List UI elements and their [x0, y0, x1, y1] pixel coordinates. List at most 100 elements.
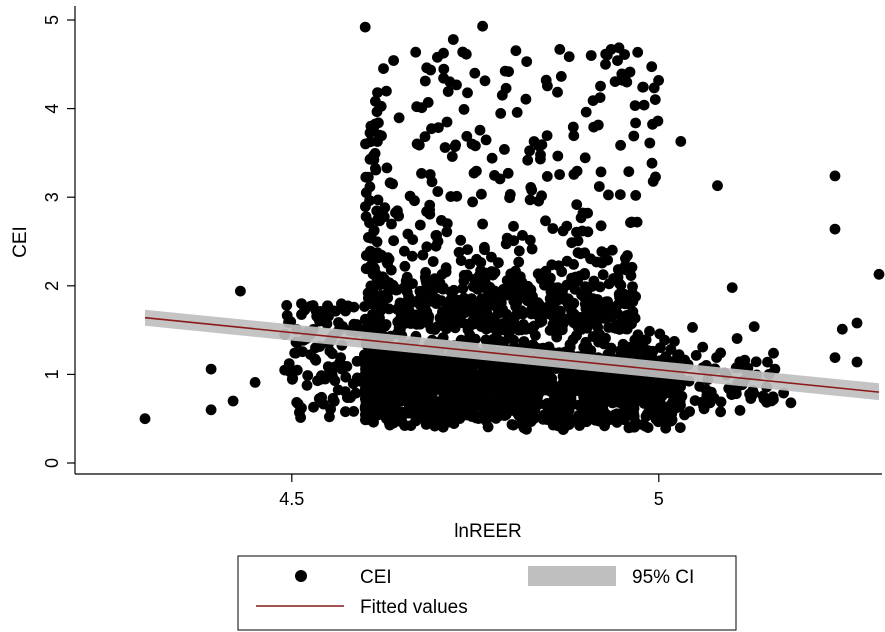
scatter-point — [476, 360, 488, 372]
scatter-point — [414, 293, 426, 305]
scatter-point — [580, 106, 592, 118]
scatter-point — [578, 391, 590, 403]
scatter-point — [442, 86, 454, 97]
scatter-point — [612, 55, 623, 66]
y-tick-label: 0 — [42, 458, 62, 468]
scatter-point — [540, 215, 551, 227]
scatter-point — [566, 272, 577, 284]
scatter-point — [458, 406, 470, 417]
scatter-point — [829, 170, 841, 182]
scatter-point — [611, 417, 623, 428]
scatter-point — [748, 387, 760, 399]
scatter-point — [441, 116, 453, 128]
scatter-point — [351, 319, 363, 330]
scatter-point — [535, 149, 546, 161]
scatter-point — [576, 288, 588, 300]
scatter-point — [371, 106, 383, 118]
scatter-point — [447, 34, 459, 45]
scatter-point — [494, 173, 506, 185]
scatter-point — [542, 302, 554, 314]
y-tick-label: 5 — [42, 15, 62, 25]
scatter-point — [305, 349, 316, 360]
scatter-point — [605, 311, 617, 323]
scatter-point — [568, 130, 580, 142]
scatter-point — [360, 250, 372, 261]
scatter-point — [524, 384, 536, 396]
scatter-point — [477, 305, 489, 316]
scatter-point — [437, 282, 449, 293]
scatter-point — [576, 225, 588, 237]
scatter-point — [445, 294, 457, 305]
scatter-point — [399, 350, 410, 362]
scatter-point — [479, 397, 490, 409]
scatter-point — [700, 384, 712, 395]
scatter-point — [453, 246, 465, 258]
scatter-point — [615, 279, 627, 291]
scatter-point — [621, 319, 633, 331]
scatter-point — [583, 312, 595, 324]
scatter-point — [461, 130, 473, 142]
scatter-point — [515, 284, 527, 295]
scatter-point — [619, 260, 631, 272]
scatter-point — [630, 190, 642, 201]
scatter-point — [715, 406, 726, 418]
scatter-point — [476, 188, 487, 200]
scatter-point — [546, 259, 558, 271]
scatter-point — [438, 63, 450, 75]
legend-label-cei: CEI — [360, 567, 392, 588]
scatter-point — [372, 194, 384, 206]
scatter-point — [420, 354, 432, 365]
x-axis-ticks: 4.5 5 — [279, 474, 664, 509]
scatter-point — [462, 244, 473, 256]
scatter-point — [690, 350, 702, 361]
scatter-point — [595, 80, 606, 92]
scatter-point — [308, 401, 319, 413]
scatter-point — [416, 168, 427, 179]
scatter-point — [524, 234, 536, 246]
scatter-point — [547, 223, 559, 234]
scatter-point — [554, 44, 566, 55]
scatter-point — [285, 365, 297, 377]
scatter-point — [359, 21, 371, 33]
scatter-point — [440, 262, 452, 274]
scatter-point — [647, 176, 659, 187]
legend-box — [237, 555, 737, 631]
scatter-point — [450, 139, 461, 151]
scatter-point — [444, 397, 456, 409]
scatter-point — [365, 120, 377, 132]
scatter-point — [629, 344, 640, 355]
scatter-point — [600, 58, 611, 70]
scatter-point — [521, 365, 533, 377]
scatter-point — [348, 406, 360, 417]
scatter-point — [477, 20, 488, 32]
scatter-point — [464, 258, 476, 270]
scatter-point — [426, 176, 438, 188]
scatter-point — [615, 139, 626, 151]
scatter-point — [469, 67, 481, 79]
scatter-point — [758, 393, 770, 405]
scatter-point — [526, 322, 538, 334]
scatter-point — [542, 365, 554, 377]
scatter-point — [373, 129, 385, 141]
scatter-point — [591, 315, 603, 326]
scatter-point — [829, 223, 841, 235]
scatter-point — [426, 123, 437, 135]
scatter-point — [597, 269, 609, 281]
scatter-point — [630, 117, 641, 129]
scatter-point — [649, 94, 661, 105]
scatter-point — [295, 412, 306, 423]
scatter-point — [669, 336, 680, 347]
scatter-point — [595, 391, 607, 403]
scatter-point — [471, 165, 482, 177]
scatter-point — [432, 235, 444, 247]
scatter-point — [503, 285, 514, 296]
scatter-point — [479, 241, 490, 253]
scatter-point — [402, 378, 414, 390]
scatter-point — [768, 347, 779, 359]
scatter-point — [477, 320, 489, 332]
scatter-point — [419, 75, 431, 87]
scatter-point — [626, 216, 638, 228]
scatter-point — [360, 355, 372, 366]
scatter-point — [619, 385, 631, 397]
scatter-point — [586, 281, 598, 292]
